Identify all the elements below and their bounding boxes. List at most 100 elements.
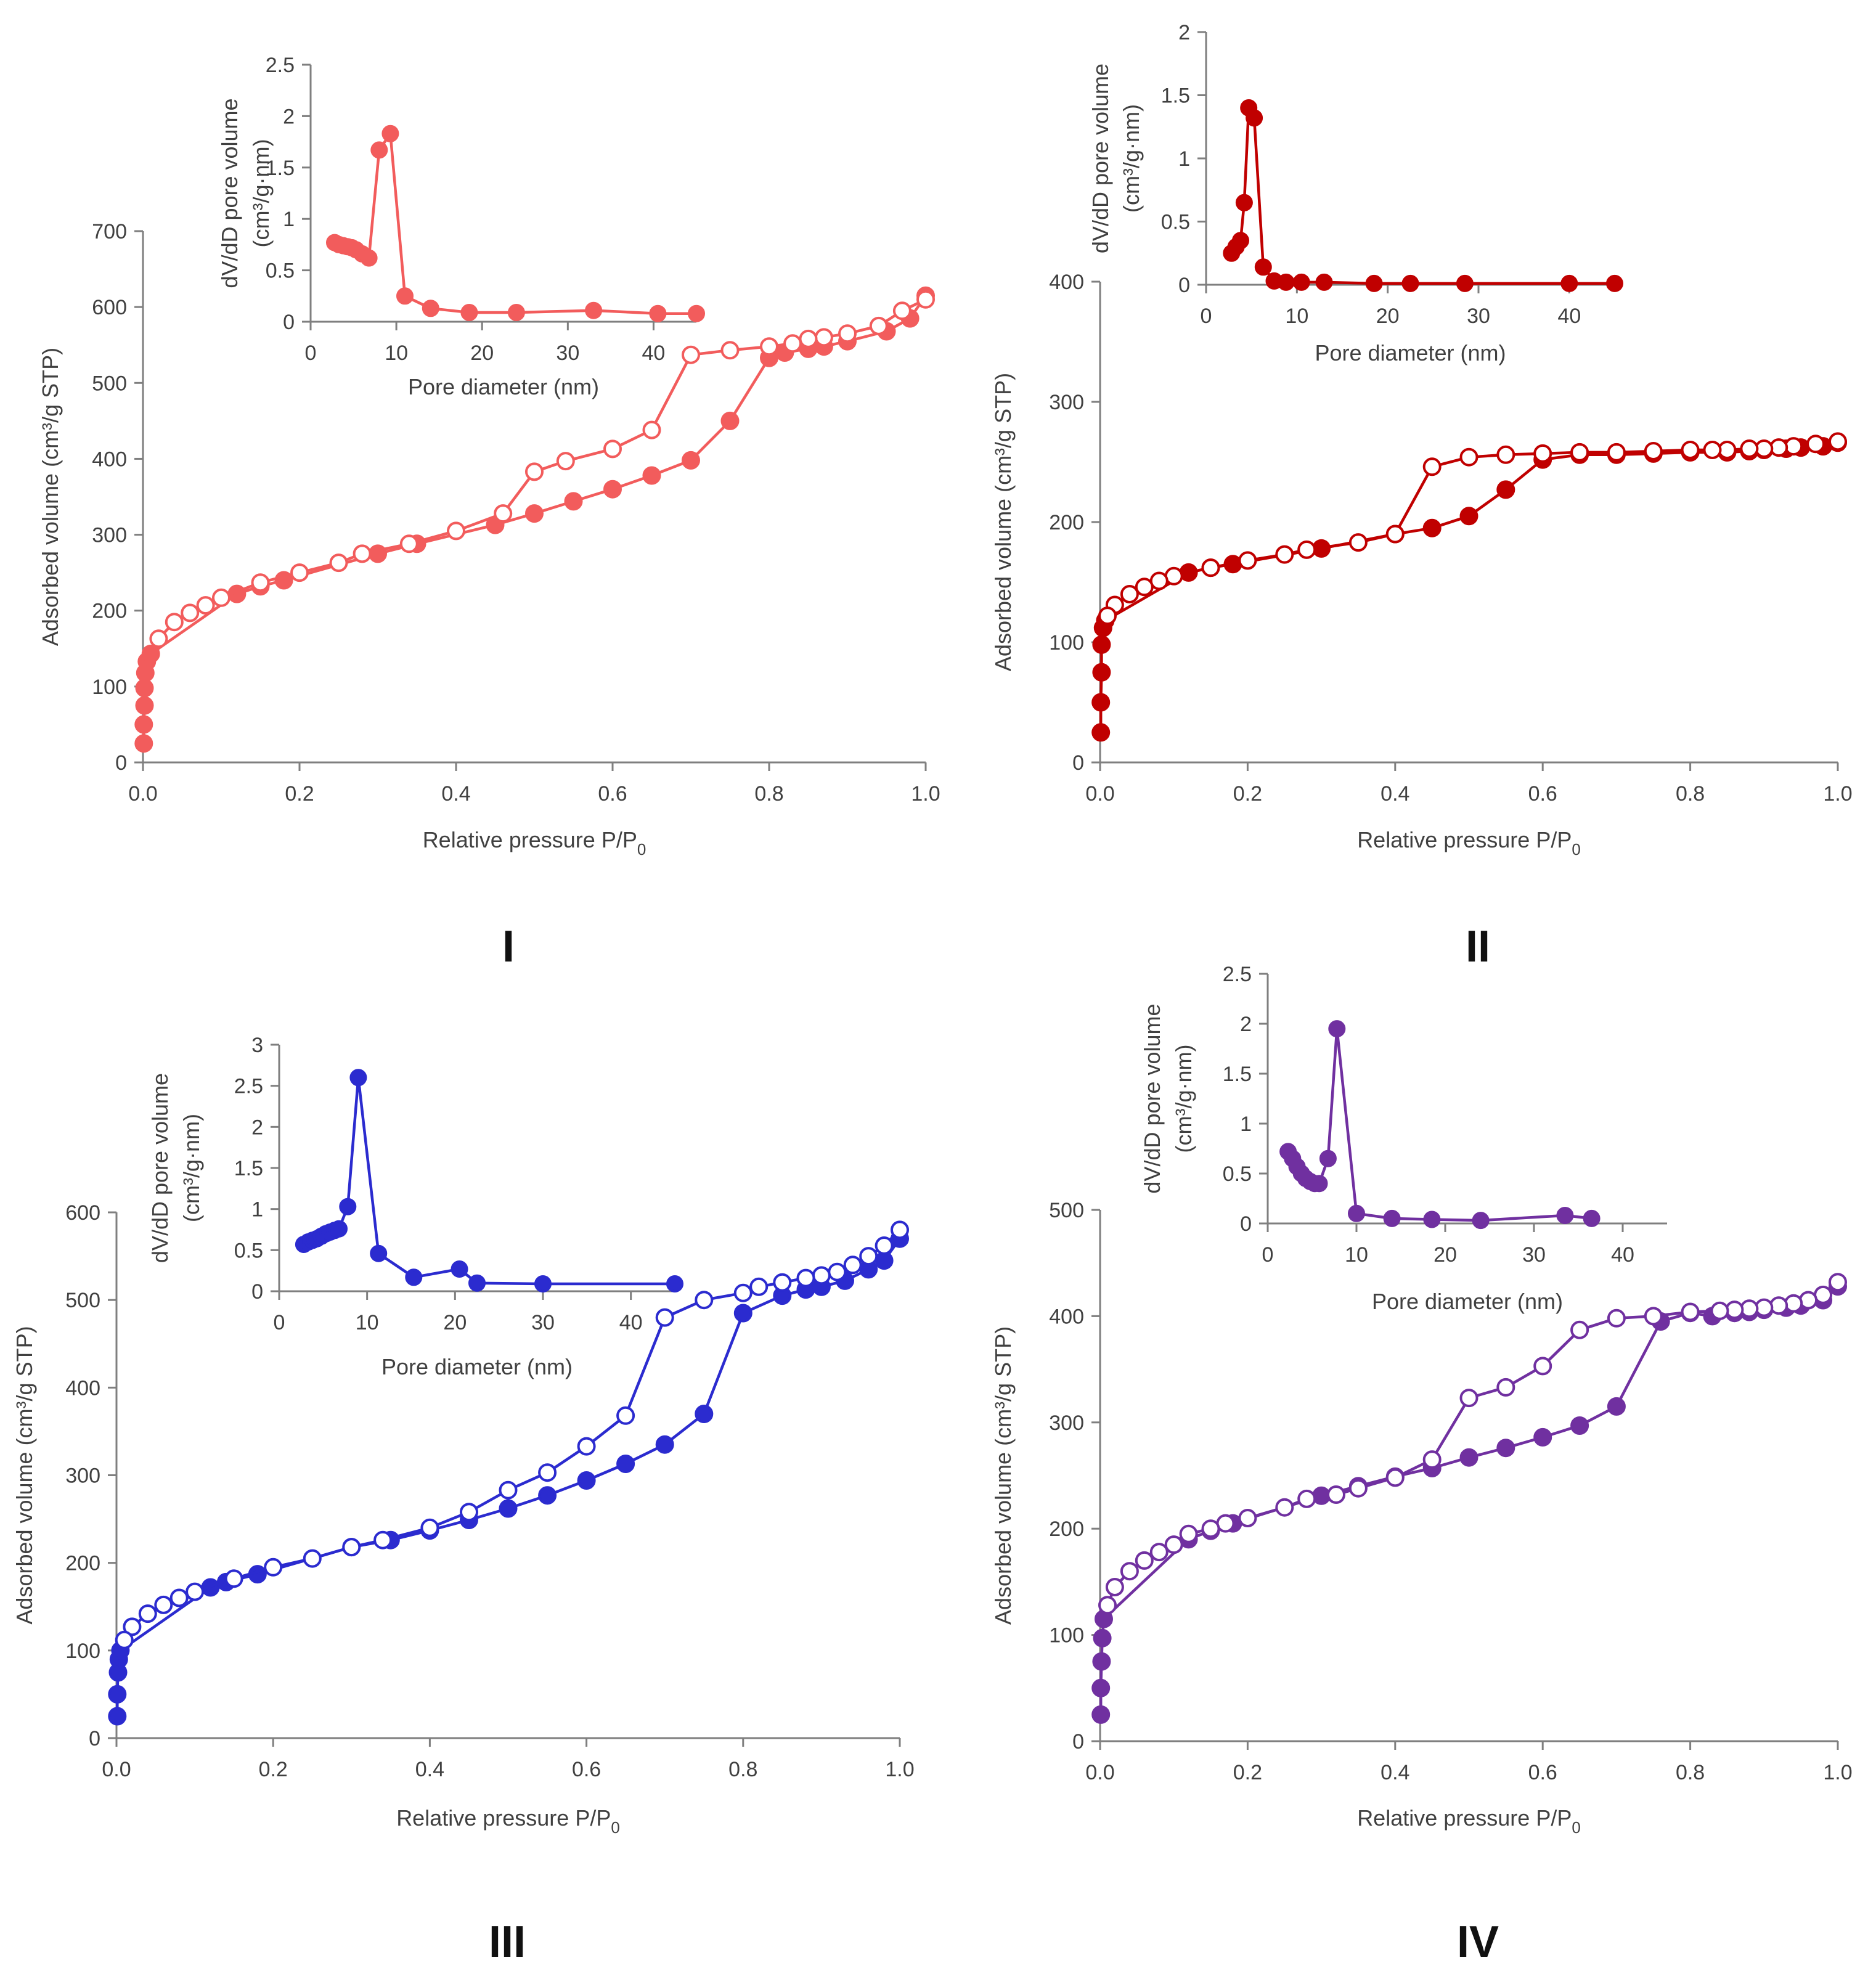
desorption-point — [1201, 1519, 1220, 1538]
desorption-point — [655, 1308, 674, 1327]
psd-point — [381, 125, 399, 142]
inset-y-axis-label-line1: dV/dD pore volume — [1088, 63, 1113, 253]
y-tick-label: 400 — [92, 447, 127, 471]
desorption-point — [796, 1268, 815, 1288]
desorption-point — [733, 1283, 752, 1302]
adsorption-point — [499, 1499, 518, 1518]
panel-label: I — [502, 922, 515, 971]
y-tick-label: 100 — [92, 676, 127, 699]
inset-x-tick-label: 20 — [1376, 304, 1400, 328]
inset-y-tick-label: 2.5 — [266, 54, 295, 77]
adsorption-point — [564, 492, 583, 511]
y-tick-label: 400 — [1049, 1305, 1084, 1328]
inset-y-tick-label: 2 — [1240, 1013, 1252, 1036]
desorption-point — [115, 1630, 134, 1649]
psd-point — [339, 1198, 357, 1215]
desorption-point — [682, 345, 700, 364]
inset-y-axis-label-line1: dV/dD pore volume — [217, 98, 242, 288]
inset-y-tick-label: 0.5 — [1161, 211, 1190, 234]
desorption-point — [1829, 432, 1847, 451]
inset-x-tick-label: 0 — [1201, 304, 1212, 328]
desorption-point — [1201, 558, 1220, 578]
psd-point — [534, 1275, 552, 1292]
desorption-point — [212, 588, 230, 607]
y-tick-label: 500 — [65, 1289, 100, 1312]
x-tick-label: 0.0 — [1085, 1761, 1114, 1784]
desorption-point — [577, 1437, 596, 1456]
inset-y-axis-label-line2: (cm³/g·nm) — [179, 1114, 204, 1222]
inset-y-tick-label: 2.5 — [234, 1075, 263, 1098]
desorption-point — [1533, 444, 1552, 463]
psd-point — [649, 304, 667, 322]
adsorption-point — [655, 1435, 674, 1454]
x-tick-label: 0.2 — [285, 782, 314, 806]
psd-point — [1456, 274, 1474, 292]
psd-point — [1423, 1211, 1441, 1228]
inset-x-tick-label: 10 — [356, 1311, 379, 1334]
desorption-point — [695, 1291, 714, 1310]
desorption-point — [165, 613, 184, 632]
psd-point — [1365, 274, 1383, 292]
desorption-point — [892, 301, 911, 321]
inset-x-tick-label: 0 — [274, 1311, 285, 1334]
inset-y-tick-label: 0 — [1240, 1212, 1252, 1236]
psd-point — [666, 1275, 683, 1292]
x-tick-label: 0.8 — [1676, 1761, 1705, 1784]
x-axis-label-subscript: 0 — [611, 1818, 619, 1837]
x-tick-label: 0.2 — [1233, 782, 1262, 806]
y-axis-label: Adsorbed volume (cm³/g STP) — [990, 373, 1016, 671]
adsorption-point — [1091, 1678, 1111, 1697]
y-tick-label: 300 — [92, 524, 127, 547]
inset-x-tick-label: 0 — [305, 341, 317, 365]
inset-y-tick-label: 0 — [251, 1280, 263, 1304]
desorption-point — [616, 1406, 635, 1425]
inset-x-axis-label: Pore diameter (nm) — [408, 374, 599, 399]
inset-x-tick-label: 40 — [619, 1311, 643, 1334]
psd-point — [460, 304, 478, 321]
inset-y-tick-label: 0.5 — [1223, 1162, 1252, 1186]
adsorption-point — [538, 1486, 557, 1505]
y-tick-label: 300 — [1049, 1411, 1084, 1435]
psd-point — [349, 1069, 367, 1087]
psd-point — [1606, 274, 1623, 292]
desorption-point — [1385, 525, 1405, 544]
x-tick-label: 1.0 — [1823, 1761, 1852, 1784]
adsorption-point — [603, 480, 622, 499]
desorption-point — [1164, 1535, 1183, 1554]
x-axis-label: Relative pressure P/P0 — [1357, 1805, 1581, 1837]
psd-point — [1277, 273, 1295, 291]
desorption-point — [1570, 443, 1589, 462]
desorption-point — [1422, 1450, 1442, 1469]
x-tick-label: 0.2 — [259, 1758, 288, 1781]
desorption-point — [749, 1277, 769, 1296]
desorption-point — [1348, 1479, 1368, 1498]
y-tick-label: 0 — [1072, 751, 1084, 775]
inset-y-tick-label: 1.5 — [1161, 84, 1190, 108]
desorption-point — [525, 462, 544, 481]
desorption-point — [1769, 1296, 1788, 1315]
y-tick-label: 400 — [1049, 271, 1084, 294]
x-tick-label: 0.2 — [1233, 1761, 1262, 1784]
desorption-point — [1385, 1468, 1405, 1487]
adsorption-point — [108, 1684, 127, 1704]
desorption-point — [1459, 1389, 1478, 1408]
x-tick-label: 1.0 — [885, 1758, 914, 1781]
psd-point — [422, 300, 439, 317]
inset-y-tick-label: 1.5 — [234, 1157, 263, 1180]
desorption-point — [720, 341, 740, 360]
inset-y-tick-label: 0 — [283, 311, 295, 334]
adsorption-point — [1091, 1705, 1111, 1724]
desorption-point — [1496, 445, 1515, 464]
inset-x-tick-label: 20 — [443, 1311, 467, 1334]
x-tick-label: 0.6 — [572, 1758, 601, 1781]
psd-point — [1556, 1207, 1574, 1224]
desorption-point — [838, 324, 857, 343]
psd-point — [1472, 1212, 1490, 1230]
desorption-point — [1644, 442, 1663, 460]
inset-y-tick-label: 1 — [1240, 1113, 1252, 1136]
y-tick-label: 300 — [1049, 391, 1084, 414]
inset-x-tick-label: 0 — [1262, 1243, 1274, 1267]
inset-y-tick-label: 0 — [1178, 274, 1190, 297]
